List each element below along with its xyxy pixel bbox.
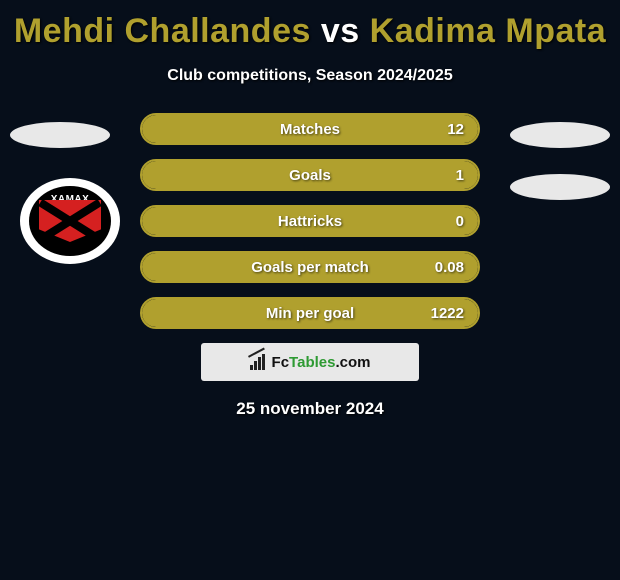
player1-badge-placeholder — [10, 122, 110, 148]
stat-value: 12 — [447, 121, 464, 138]
subtitle: Club competitions, Season 2024/2025 — [0, 67, 620, 85]
player1-name: Mehdi Challandes — [14, 12, 311, 50]
brand-text: FcTables.com — [272, 354, 371, 371]
stat-value: 0.08 — [435, 259, 464, 276]
brand-main: Tables — [289, 354, 335, 371]
stats-container: Matches 12 Goals 1 Hattricks 0 Goals per… — [140, 113, 480, 329]
player2-badge-placeholder-1 — [510, 122, 610, 148]
stat-label: Min per goal — [142, 305, 478, 322]
club-logo: XAMAX — [20, 178, 120, 264]
stat-row-hattricks: Hattricks 0 — [140, 205, 480, 237]
stat-label: Goals — [142, 167, 478, 184]
stat-label: Hattricks — [142, 213, 478, 230]
brand-suffix: .com — [335, 354, 370, 371]
brand-box: FcTables.com — [201, 343, 419, 381]
stat-label: Goals per match — [142, 259, 478, 276]
chart-icon — [250, 354, 268, 370]
stat-row-matches: Matches 12 — [140, 113, 480, 145]
stat-value: 1 — [456, 167, 464, 184]
player2-name: Kadima Mpata — [370, 12, 607, 50]
stat-label: Matches — [142, 121, 478, 138]
comparison-title: Mehdi Challandes vs Kadima Mpata — [0, 0, 620, 51]
player2-badge-placeholder-2 — [510, 174, 610, 200]
date-text: 25 november 2024 — [0, 399, 620, 419]
logo-x-icon — [39, 200, 101, 242]
brand-prefix: Fc — [272, 354, 290, 371]
stat-row-goals: Goals 1 — [140, 159, 480, 191]
stat-value: 0 — [456, 213, 464, 230]
stat-row-min-per-goal: Min per goal 1222 — [140, 297, 480, 329]
stat-value: 1222 — [431, 305, 464, 322]
stat-row-goals-per-match: Goals per match 0.08 — [140, 251, 480, 283]
vs-text: vs — [321, 12, 360, 50]
